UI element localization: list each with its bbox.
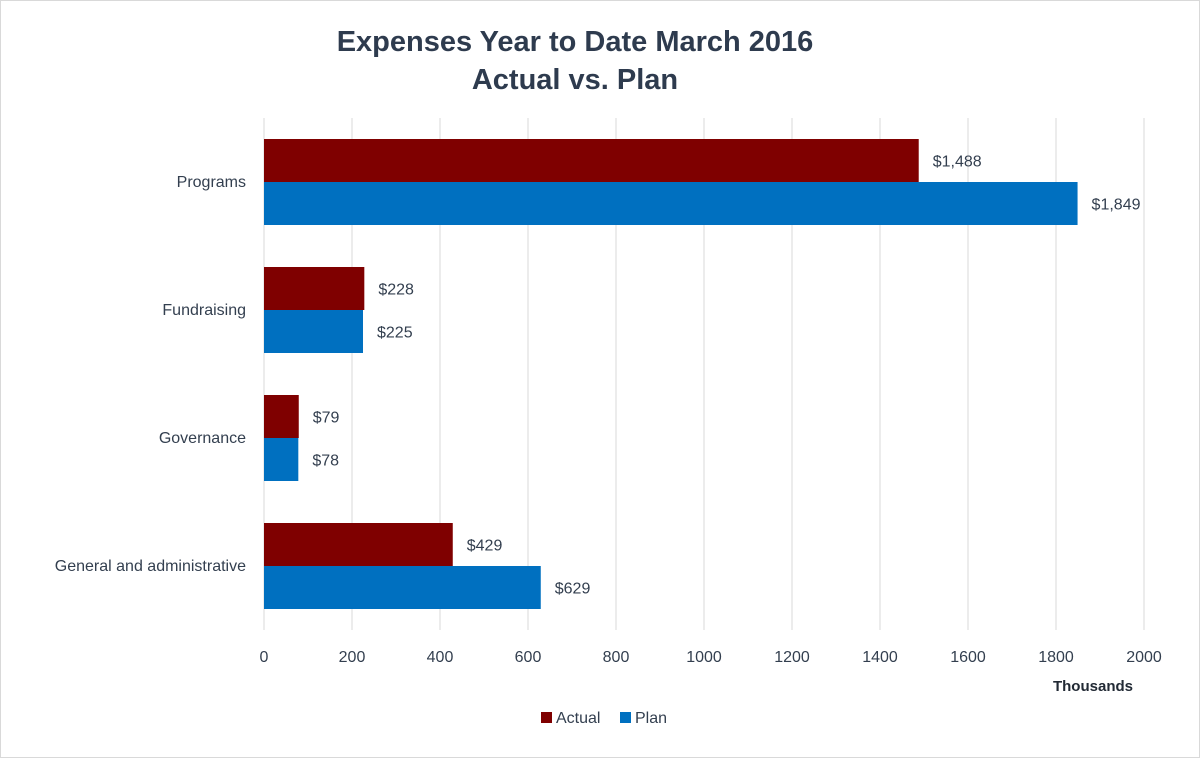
x-tick-label: 1600 (950, 649, 986, 666)
data-label: $78 (312, 453, 339, 470)
bar-plan (264, 182, 1078, 225)
category-label: General and administrative (55, 558, 246, 575)
x-tick-label: 800 (603, 649, 630, 666)
x-tick-label: 1000 (686, 649, 722, 666)
bar-actual (264, 267, 365, 310)
data-label: $1,488 (933, 154, 982, 171)
data-label: $1,849 (1092, 197, 1141, 214)
data-label: $429 (467, 538, 503, 555)
data-label: $79 (313, 410, 340, 427)
x-tick-label: 1800 (1038, 649, 1074, 666)
category-label: Programs (177, 174, 246, 191)
chart-subtitle: Actual vs. Plan (471, 64, 679, 96)
chart-title: Expenses Year to Date March 2016 (336, 26, 814, 58)
bar-plan (264, 310, 363, 353)
bar-plan (264, 566, 541, 609)
bar-plan (264, 438, 299, 481)
x-tick-label: 1400 (862, 649, 898, 666)
x-tick-label: 200 (339, 649, 366, 666)
legend-label: Actual (556, 710, 600, 727)
bar-actual (264, 139, 919, 182)
category-label: Governance (159, 430, 246, 447)
x-tick-label: 600 (515, 649, 542, 666)
x-tick-label: 0 (260, 649, 269, 666)
data-label: $629 (555, 581, 591, 598)
x-tick-label: 400 (427, 649, 454, 666)
x-tick-label: 2000 (1126, 649, 1162, 666)
legend-swatch-plan (620, 712, 631, 723)
data-label: $225 (377, 325, 413, 342)
x-unit-label: Thousands (1053, 678, 1133, 695)
data-label: $228 (378, 282, 414, 299)
legend-swatch-actual (541, 712, 552, 723)
legend-label: Plan (635, 710, 667, 727)
x-tick-label: 1200 (774, 649, 810, 666)
category-label: Fundraising (162, 302, 246, 319)
bar-actual (264, 523, 453, 566)
bar-actual (264, 395, 299, 438)
